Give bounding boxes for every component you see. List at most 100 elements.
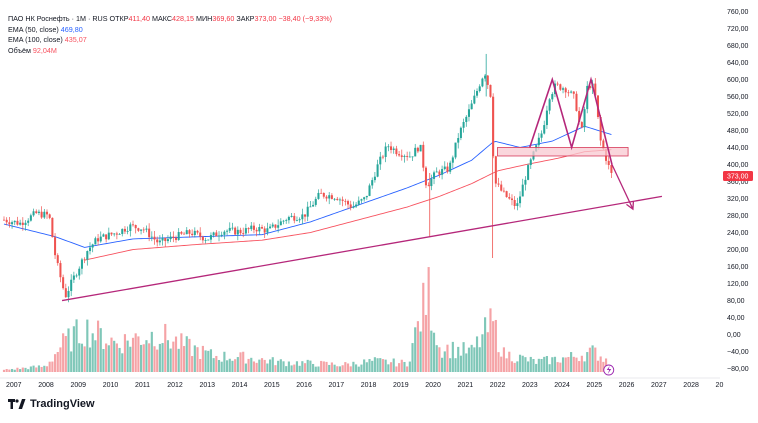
candle-body <box>242 233 245 234</box>
volume-bar <box>56 351 59 372</box>
candle-body <box>56 255 59 264</box>
candle-body <box>2 219 6 221</box>
candle <box>5 217 8 226</box>
candle-body <box>387 146 390 148</box>
candle-body <box>556 83 559 85</box>
volume-bar <box>258 359 261 372</box>
candle <box>422 141 425 172</box>
volume-bar <box>113 340 116 372</box>
volume-bar <box>502 347 505 372</box>
candle-body <box>570 91 573 93</box>
volume-bar <box>432 332 436 372</box>
candle-body <box>129 224 132 231</box>
candle-body <box>336 198 339 201</box>
candle <box>201 235 204 244</box>
low-value: 369,60 <box>212 14 235 23</box>
volume-bar <box>295 361 299 372</box>
candle <box>328 192 331 205</box>
legend-row-volume[interactable]: Объём 92,04M <box>8 46 332 57</box>
candle <box>64 283 67 298</box>
volume-bar <box>379 358 382 372</box>
volume-bar <box>484 317 487 372</box>
volume-bar <box>209 349 213 372</box>
candle-body <box>494 156 497 184</box>
candle <box>438 169 441 178</box>
candle <box>347 199 350 210</box>
candle <box>118 232 121 235</box>
volume-bar <box>239 352 242 372</box>
volume-bar <box>177 348 180 372</box>
candle <box>105 234 108 243</box>
candle-body <box>435 171 438 173</box>
candle <box>344 198 347 206</box>
candle-body <box>398 154 401 156</box>
volume-bar <box>201 345 204 372</box>
candle-body <box>489 84 492 97</box>
symbol-title[interactable]: ПАО НК Роснефть · 1M · RUS <box>8 14 108 23</box>
tradingview-logo[interactable]: TradingView <box>8 398 95 410</box>
candle <box>419 144 422 152</box>
candle <box>258 223 261 235</box>
candle-body <box>209 235 212 240</box>
candle <box>570 90 573 94</box>
candle <box>473 89 476 105</box>
candle <box>140 229 143 235</box>
volume-bar <box>435 345 438 372</box>
candle-body <box>263 228 266 233</box>
candle-body <box>21 222 24 225</box>
candle-body <box>148 228 151 238</box>
candle <box>99 231 102 243</box>
candle-body <box>166 239 169 242</box>
candle <box>476 88 479 98</box>
candle <box>137 227 140 232</box>
volume-bar <box>70 351 73 372</box>
volume-bar <box>586 352 589 372</box>
candle <box>529 157 532 169</box>
legend-row-ema50[interactable]: EMA (50, close) 469,80 <box>8 25 332 36</box>
volume-bar <box>298 365 301 372</box>
volume-bar <box>188 338 191 372</box>
candle <box>486 74 489 90</box>
volume-bar <box>430 330 433 372</box>
candle-body <box>594 83 597 96</box>
candle <box>21 217 24 231</box>
candle <box>481 77 484 88</box>
candle-body <box>62 277 65 289</box>
volume-bar <box>24 367 27 372</box>
volume-bar <box>395 366 398 372</box>
candle-body <box>140 229 143 231</box>
candle-body <box>134 225 137 229</box>
candle <box>395 145 398 157</box>
candle <box>80 257 83 275</box>
candle-body <box>476 91 479 96</box>
candle-body <box>156 239 159 243</box>
x-tick-label: 2008 <box>38 382 54 389</box>
candle-body <box>486 75 489 85</box>
candle <box>384 142 387 163</box>
volume-bar <box>346 363 350 372</box>
y-tick-label: −80,00 <box>727 366 749 373</box>
volume-bar <box>478 347 481 372</box>
candle-body <box>473 95 476 104</box>
candle <box>336 196 339 201</box>
candle <box>559 83 562 91</box>
candle-body <box>408 156 411 158</box>
forecast-arrow <box>611 164 634 210</box>
y-tick-label: 760,00 <box>727 9 749 16</box>
volume-bar <box>459 355 462 372</box>
candle <box>142 227 145 233</box>
legend-row-ema100[interactable]: EMA (100, close) 435,07 <box>8 35 332 46</box>
candle-body <box>13 220 16 223</box>
candle <box>282 219 285 225</box>
x-tick-label: 2019 <box>393 382 409 389</box>
volume-bar <box>217 360 221 372</box>
volume-bar <box>594 347 597 372</box>
candle <box>545 105 548 130</box>
candle <box>610 164 613 179</box>
volume-bar <box>102 349 105 372</box>
volume-bar <box>357 366 360 372</box>
candle-body <box>371 180 374 186</box>
volume-series <box>2 267 613 372</box>
candle <box>19 219 22 226</box>
